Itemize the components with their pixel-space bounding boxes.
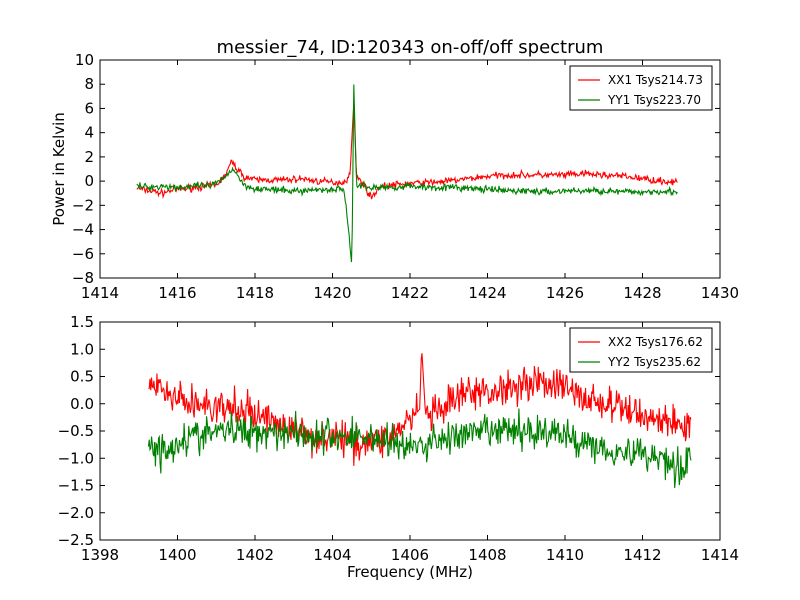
x-tick-label: 1410 — [546, 546, 584, 564]
x-tick-label: 1404 — [313, 546, 351, 564]
y-tick-label: 10 — [75, 51, 94, 69]
legend-box — [569, 327, 713, 373]
x-tick-label: 1424 — [468, 284, 506, 302]
series-line-bottom-xx — [148, 353, 692, 466]
chart-title: messier_74, ID:120343 on-off/off spectru… — [217, 37, 604, 58]
y-tick-label: 1.0 — [70, 340, 94, 358]
y-tick-label: −1.0 — [58, 449, 94, 467]
x-tick-label: 1414 — [81, 284, 119, 302]
x-tick-label: 1418 — [236, 284, 274, 302]
bottom-panel: 1398 1400 1402 1404 1406 1408 1410 1412 1414 −2.5… — [58, 313, 740, 564]
x-tick-label: 1412 — [623, 546, 661, 564]
y-tick-label: 8 — [84, 75, 94, 93]
top-panel: 1414 1416 1418 1420 1422 1424 1426 1428 1430 −8 −6… — [72, 51, 739, 302]
y-tick-label: 4 — [84, 124, 94, 142]
y-tick-label: −0.5 — [58, 422, 94, 440]
x-tick-label: 1414 — [701, 546, 739, 564]
y-tick-label: −6 — [72, 245, 94, 263]
y-tick-label: 0 — [84, 172, 94, 190]
y-tick-label: 1.5 — [70, 313, 94, 331]
legend-label: YY1 Tsys223.70 — [607, 93, 701, 107]
x-tick-label: 1402 — [236, 546, 274, 564]
x-tick-label: 1426 — [546, 284, 584, 302]
x-tick-label: 1422 — [391, 284, 429, 302]
legend-label: YY2 Tsys235.62 — [607, 355, 701, 369]
x-tick-label: 1420 — [313, 284, 351, 302]
legend-label: XX2 Tsys176.62 — [608, 335, 703, 349]
x-tick-label: 1408 — [468, 546, 506, 564]
x-tick-label: 1406 — [391, 546, 429, 564]
y-tick-label: 0.5 — [70, 368, 94, 386]
legend-box — [569, 65, 713, 111]
x-tick-label: 1416 — [158, 284, 196, 302]
y-tick-label: −1.5 — [58, 477, 94, 495]
x-axis-label: Frequency (MHz) — [347, 563, 473, 581]
x-tick-label: 1430 — [701, 284, 739, 302]
y-tick-label: 6 — [84, 99, 94, 117]
x-tick-label: 1428 — [623, 284, 661, 302]
y-tick-label: 2 — [84, 148, 94, 166]
x-tick-label: 1400 — [158, 546, 196, 564]
y-tick-label: −2.0 — [58, 504, 94, 522]
y-tick-label: −2 — [72, 196, 94, 214]
y-tick-label: −2.5 — [58, 531, 94, 549]
legend-label: XX1 Tsys214.73 — [608, 73, 703, 87]
y-tick-label: −4 — [72, 221, 94, 239]
series-line-top-yy — [136, 84, 678, 263]
series-line-bottom-yy — [147, 408, 692, 489]
x-tick-label: 1398 — [81, 546, 119, 564]
y-tick-label: 0.0 — [70, 395, 94, 413]
y-tick-label: −8 — [72, 269, 94, 287]
y-axis-label: Power in Kelvin — [50, 112, 68, 226]
